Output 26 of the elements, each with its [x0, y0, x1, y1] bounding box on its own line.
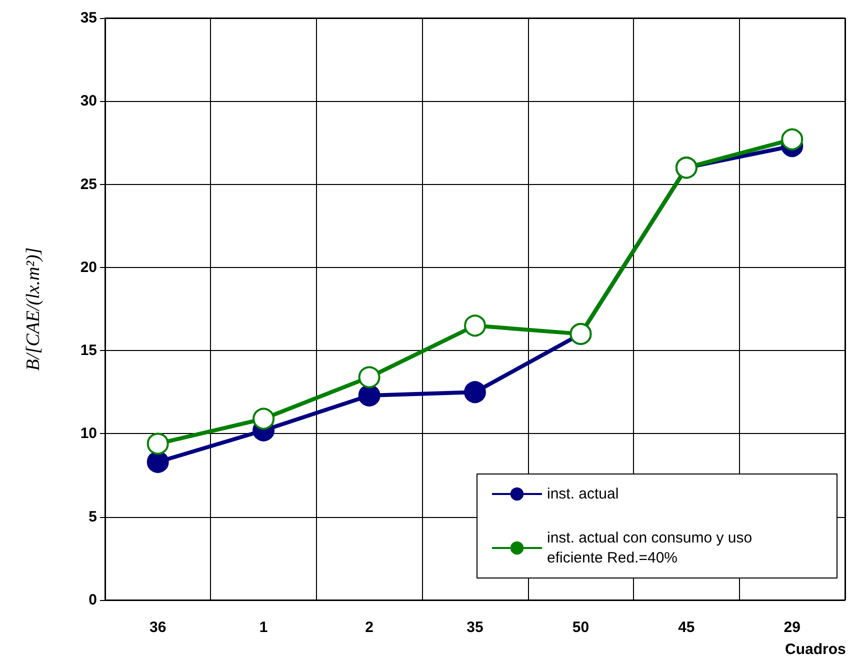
- point: [358, 384, 380, 406]
- y-tick-label: 35: [80, 10, 97, 26]
- point: [464, 381, 486, 404]
- y-tick-label: 15: [80, 342, 97, 360]
- point: [358, 366, 380, 388]
- point: [146, 450, 169, 473]
- legend-label: inst. actual: [547, 486, 619, 502]
- x-tick-label: 2: [365, 619, 374, 636]
- point: [252, 408, 275, 430]
- y-tick-label: 25: [80, 176, 97, 193]
- x-tick-label: 35: [466, 619, 484, 636]
- x-axis-title: Cuadros: [785, 641, 846, 658]
- x-tick-label: 45: [678, 619, 695, 636]
- y-tick-label: 0: [88, 592, 97, 608]
- x-tick-label: 36: [150, 619, 166, 636]
- x-tick-label: 1: [259, 619, 268, 636]
- point: [781, 128, 804, 150]
- y-tick-label: 10: [80, 425, 97, 442]
- point: [464, 314, 486, 337]
- y-axis-title: B/[CAE/(lx.m²)]: [23, 247, 44, 371]
- y-tick-label: 5: [88, 508, 97, 526]
- x-tick-label: 29: [784, 619, 800, 636]
- x-tick-label: 50: [572, 619, 590, 636]
- y-tick-label: 20: [80, 258, 97, 276]
- y-tick-label: 30: [80, 92, 97, 110]
- legend-label: inst. actual con consumo y uso eficiente Red.=40%: [547, 530, 756, 566]
